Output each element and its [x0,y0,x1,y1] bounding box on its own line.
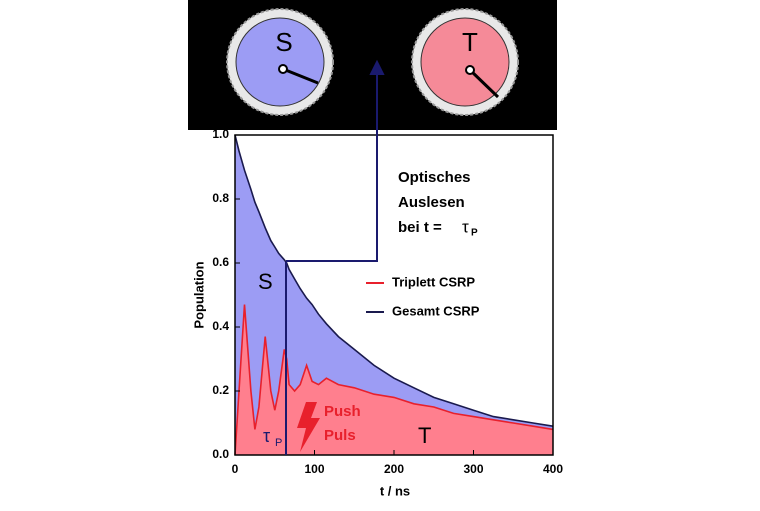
y-tick-label: 0.6 [212,255,229,269]
annotation: P [471,228,478,239]
y-tick-label: 1.0 [212,127,229,141]
plot: 0.0 0.2 0.4 0.6 0.8 1.0 0 100 200 300 400 Triplett … [212,127,563,476]
annotation: S [258,269,273,294]
x-axis-label: t / ns [380,483,410,498]
legend-label: Gesamt CSRP [392,303,480,318]
line [234,304,554,456]
x-tick-label: 400 [543,462,563,476]
clock-s: S [226,8,334,116]
annotation: T [418,423,431,448]
x-tick-label: 0 [232,462,239,476]
clock-label: S [275,27,292,57]
y-axis-label: Population [191,261,206,328]
annotation: Puls [324,427,356,444]
readout-arrow [285,59,385,455]
x-tick-label: 200 [384,462,404,476]
y-tick-label: 0.4 [212,319,229,333]
annotation: τ [263,426,270,446]
area [235,135,553,455]
lightning-icon [297,402,320,452]
annotation: Optisches [398,169,471,186]
y-tick-label: 0.8 [212,191,229,205]
clock-label: T [462,27,478,57]
legend-label: Triplett CSRP [392,274,475,289]
y-tick-label: 0.0 [212,447,229,461]
line [234,134,554,427]
annotation: bei t = [398,219,446,236]
y-tick-label: 0.2 [212,383,229,397]
x-tick-label: 300 [463,462,483,476]
annotation: Auslesen [398,194,465,211]
annotation: P [275,437,282,449]
x-tick-label: 100 [304,462,324,476]
annotation: τ [462,217,469,236]
annotation: Push [324,403,361,420]
clock-t: T [411,8,519,116]
